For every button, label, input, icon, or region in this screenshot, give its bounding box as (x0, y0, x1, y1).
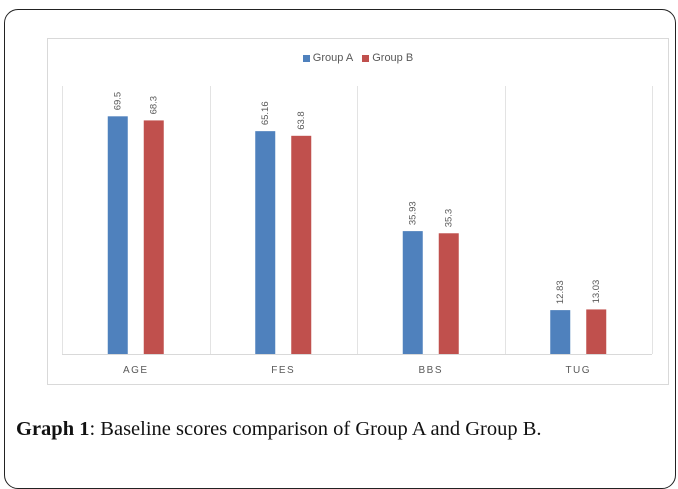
legend: Group A Group B (48, 52, 668, 65)
data-label-group-b-tug: 13.03 (591, 280, 602, 304)
bar-group-b-age (143, 120, 164, 354)
x-tick-label-bbs: BBS (418, 365, 443, 376)
caption-label: Graph 1 (16, 418, 90, 440)
data-label-group-b-fes: 63.8 (296, 111, 307, 130)
bar-group-a-bbs (402, 231, 423, 354)
data-label-group-a-bbs: 35.93 (408, 201, 419, 225)
chart-area: Group A Group B AGE 69.5 68.3 FES 65.16 63.8 B… (47, 38, 669, 385)
legend-swatch-group-a (302, 54, 310, 62)
bar-group-a-age (107, 116, 128, 354)
x-tick-label-tug: TUG (565, 365, 591, 376)
bar-group-a-tug (550, 310, 571, 354)
data-label-group-b-age: 68.3 (149, 96, 160, 115)
bar-group-b-tug (586, 309, 607, 354)
x-tick-label-age: AGE (123, 365, 149, 376)
legend-label-group-b: Group B (372, 52, 414, 64)
bar-chart: AGE 69.5 68.3 FES 65.16 63.8 BBS 35.93 35.3 TUG 12… (62, 86, 653, 376)
legend-swatch-group-b (362, 54, 370, 62)
bar-group-b-fes (291, 135, 312, 354)
data-label-group-a-tug: 12.83 (555, 280, 566, 304)
figure-caption: Graph 1: Baseline scores comparison of G… (16, 418, 542, 441)
x-tick-label-fes: FES (271, 365, 295, 376)
legend-item-group-b: Group B (362, 52, 413, 64)
data-label-group-a-age: 69.5 (113, 92, 124, 111)
legend-label-group-a: Group A (312, 52, 354, 64)
bar-group-b-bbs (438, 233, 459, 354)
caption-text: : Baseline scores comparison of Group A … (89, 418, 542, 440)
bar-group-a-fes (255, 131, 276, 354)
legend-item-group-a: Group A (302, 52, 354, 64)
data-label-group-a-fes: 65.16 (260, 101, 271, 125)
data-label-group-b-bbs: 35.3 (444, 209, 455, 228)
